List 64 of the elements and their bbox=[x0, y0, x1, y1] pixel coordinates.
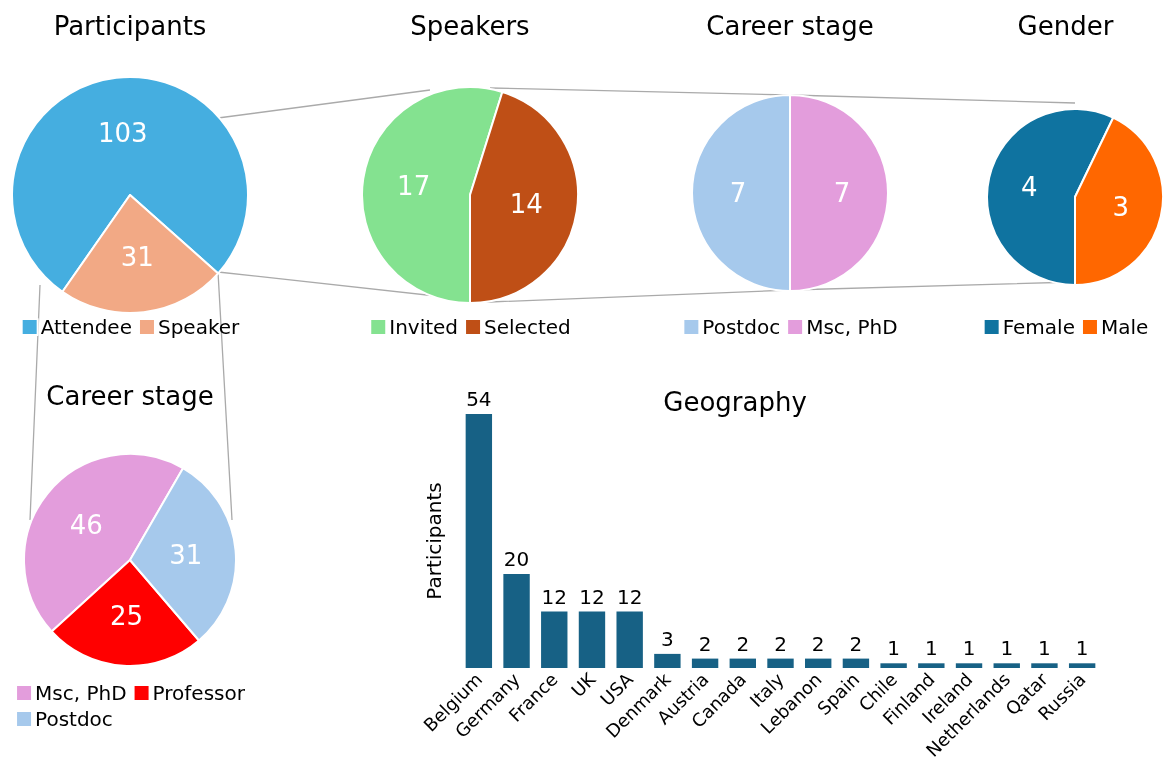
data-label: 54 bbox=[466, 387, 492, 411]
data-label: 103 bbox=[97, 118, 148, 149]
bar bbox=[955, 663, 983, 668]
data-label: 1 bbox=[1038, 636, 1051, 661]
x-tick-label: UK bbox=[566, 667, 601, 702]
legend-label: Speaker bbox=[157, 315, 241, 339]
data-label: 7 bbox=[729, 178, 747, 208]
bar bbox=[654, 653, 681, 668]
bar bbox=[1031, 663, 1058, 668]
data-label: 1 bbox=[962, 636, 976, 661]
data-label: 20 bbox=[503, 546, 530, 571]
bar bbox=[767, 658, 794, 668]
legend-label: Postdoc bbox=[702, 315, 781, 339]
legend-label: Professor bbox=[152, 681, 246, 705]
data-label: 1 bbox=[887, 636, 900, 661]
data-label: 31 bbox=[120, 241, 154, 272]
legend-label: Msc, PhD bbox=[806, 315, 898, 339]
bar bbox=[993, 663, 1020, 668]
legend-label: Selected bbox=[484, 315, 571, 339]
data-label: 12 bbox=[616, 584, 643, 609]
data-label: 7 bbox=[833, 178, 851, 208]
bar bbox=[1068, 663, 1096, 668]
data-label: 25 bbox=[110, 600, 144, 631]
bar bbox=[918, 663, 945, 668]
legend-label: Invited bbox=[389, 315, 459, 339]
data-label: 1 bbox=[924, 636, 938, 661]
data-label: 17 bbox=[397, 171, 431, 202]
chart-title: Geography bbox=[663, 387, 807, 417]
data-label: 12 bbox=[579, 584, 605, 609]
legend-label: Female bbox=[1002, 315, 1075, 339]
legend-label: Msc, PhD bbox=[35, 681, 127, 705]
bar bbox=[880, 663, 907, 668]
bar bbox=[503, 573, 530, 668]
data-label: 1 bbox=[1000, 636, 1014, 661]
chart-title: Participants bbox=[53, 11, 207, 41]
data-label: 12 bbox=[541, 584, 567, 609]
bar bbox=[729, 658, 756, 668]
chart-title: Career stage bbox=[706, 11, 874, 41]
bar bbox=[805, 658, 832, 668]
bar bbox=[465, 414, 493, 668]
data-label: 1 bbox=[1075, 636, 1089, 661]
data-label: 3 bbox=[661, 626, 674, 651]
y-axis-title: Participants bbox=[422, 482, 446, 600]
data-label: 31 bbox=[169, 539, 203, 570]
chart-title: Career stage bbox=[46, 381, 214, 411]
data-label: 14 bbox=[509, 188, 543, 219]
data-label: 2 bbox=[698, 631, 712, 656]
data-label: 3 bbox=[1112, 192, 1130, 223]
bar bbox=[616, 611, 643, 668]
data-label: 46 bbox=[69, 509, 103, 540]
data-label: 4 bbox=[1020, 171, 1038, 202]
data-label: 2 bbox=[849, 631, 863, 656]
bar bbox=[842, 658, 870, 668]
legend-label: Attendee bbox=[40, 315, 132, 339]
data-label: 2 bbox=[736, 631, 750, 656]
bar bbox=[541, 611, 568, 668]
bar bbox=[578, 611, 606, 668]
chart-title: Speakers bbox=[410, 11, 530, 41]
data-label: 2 bbox=[774, 631, 787, 656]
legend-label: Male bbox=[1100, 315, 1149, 339]
chart-title: Gender bbox=[1017, 11, 1114, 41]
data-label: 2 bbox=[811, 631, 825, 656]
bar bbox=[691, 658, 719, 668]
legend-label: Postdoc bbox=[35, 707, 113, 731]
